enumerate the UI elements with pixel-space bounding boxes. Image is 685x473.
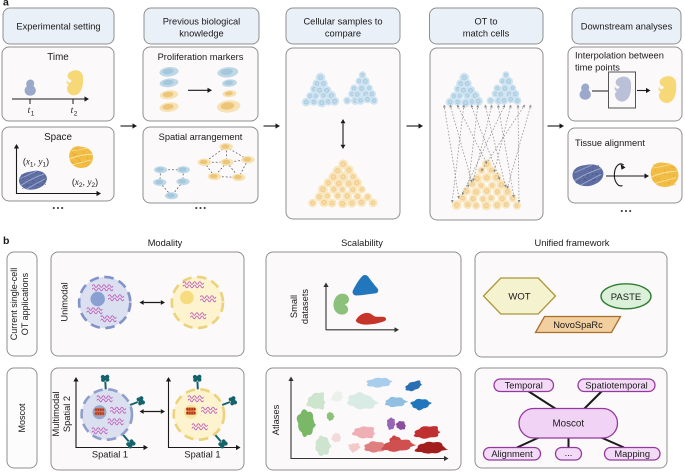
svg-text:t: t	[71, 106, 74, 116]
svg-text:PASTE: PASTE	[611, 292, 641, 303]
svg-text:t: t	[28, 106, 31, 116]
svg-text:Atlases: Atlases	[271, 404, 281, 435]
svg-text:OT to: OT to	[474, 17, 497, 27]
svg-text:Mapping: Mapping	[614, 449, 650, 459]
svg-text:Time: Time	[47, 52, 69, 63]
svg-text:Modality: Modality	[148, 238, 183, 248]
svg-text:Small: Small	[289, 295, 299, 318]
svg-text:b: b	[3, 235, 9, 247]
svg-text:Current single-cell: Current single-cell	[9, 268, 19, 341]
svg-text:Previous biological: Previous biological	[163, 17, 241, 27]
svg-text:Proliferation markers: Proliferation markers	[158, 52, 244, 62]
svg-text:time points: time points	[575, 63, 620, 73]
svg-text:Spatial 2: Spatial 2	[62, 396, 72, 432]
svg-text:Moscot: Moscot	[17, 403, 27, 433]
svg-text:match cells: match cells	[463, 29, 510, 39]
svg-text:Spatial 1: Spatial 1	[184, 450, 220, 460]
svg-text:compare: compare	[325, 29, 361, 39]
svg-text:NovoSpaRc: NovoSpaRc	[553, 320, 603, 330]
svg-text:WOT: WOT	[508, 292, 530, 303]
svg-text:datasets: datasets	[300, 289, 310, 324]
svg-text:Unimodal: Unimodal	[60, 282, 70, 321]
svg-text:knowledge: knowledge	[179, 29, 223, 39]
svg-text:2: 2	[74, 111, 78, 118]
svg-text:Spatial arrangement: Spatial arrangement	[159, 132, 243, 142]
svg-text:Scalability: Scalability	[341, 238, 383, 248]
svg-text:...: ...	[565, 448, 573, 458]
svg-text:Alignment: Alignment	[491, 449, 533, 459]
svg-text:OT applications: OT applications	[20, 272, 30, 335]
svg-text:Space: Space	[44, 132, 72, 143]
svg-text:Tissue alignment: Tissue alignment	[575, 138, 645, 148]
svg-text:a: a	[3, 0, 9, 9]
svg-text:Moscot: Moscot	[553, 419, 585, 430]
svg-text:Interpolation between: Interpolation between	[575, 51, 664, 61]
svg-text:Downstream analyses: Downstream analyses	[581, 22, 673, 32]
svg-text:1: 1	[31, 111, 35, 118]
svg-text:Cellular samples to: Cellular samples to	[303, 17, 382, 27]
svg-text:Multimodal: Multimodal	[51, 392, 61, 437]
svg-text:Temporal: Temporal	[505, 381, 543, 391]
svg-text:Experimental setting: Experimental setting	[16, 22, 100, 32]
svg-text:Spatiotemporal: Spatiotemporal	[585, 381, 648, 391]
svg-text:Unified framework: Unified framework	[535, 238, 610, 248]
svg-text:Spatial 1: Spatial 1	[92, 450, 128, 460]
